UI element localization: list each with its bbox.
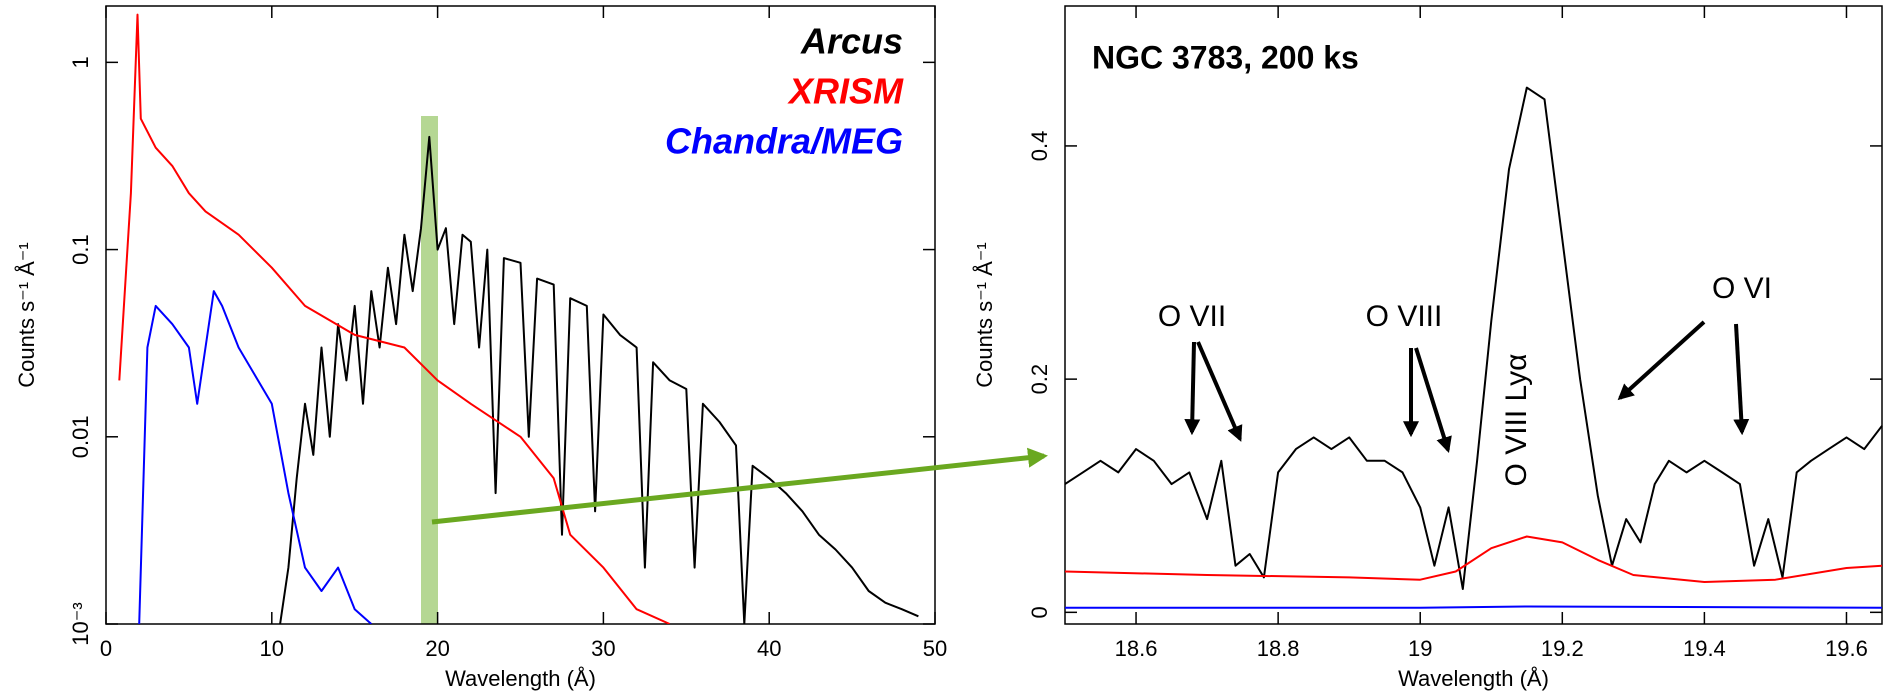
y-tick-label: 0: [1027, 606, 1052, 618]
spectrum-line: [1065, 535, 1883, 583]
spectrum-line: [279, 135, 919, 624]
x-tick-label: 19.6: [1825, 636, 1868, 661]
y-axis-label: Counts s⁻¹ Å⁻¹: [972, 242, 997, 387]
plot-area: [1065, 86, 1883, 609]
x-tick-label: 40: [757, 636, 781, 661]
line-arrows: [1184, 320, 1750, 454]
plot-frame: [1064, 5, 1883, 625]
legend-entry: Arcus: [800, 21, 903, 62]
arrow: [1414, 347, 1452, 454]
y-tick-label: 1: [68, 56, 93, 68]
zoom-arrow: [431, 447, 1048, 525]
spectrum-line: [1065, 86, 1883, 590]
x-tick-label: 18.6: [1115, 636, 1158, 661]
arrow: [1617, 320, 1706, 401]
x-tick-label: 18.8: [1257, 636, 1300, 661]
arrow: [1196, 341, 1243, 442]
overview-panel: 0 10 20 30 40 50 10⁻³ 0.01 0.1 1 Wavelength (Å) Cou…: [14, 5, 947, 691]
annotation: O VI: [1712, 272, 1772, 305]
x-tick-label: 19.2: [1541, 636, 1584, 661]
x-tick-label: 30: [591, 636, 615, 661]
y-tick-label: 0.1: [68, 234, 93, 265]
spectrum-line: [1065, 605, 1883, 609]
zoom-panel: 18.6 18.8 19 19.2 19.4 19.6 0 0.2 0.4 Wavelength …: [972, 5, 1883, 691]
arrow: [1184, 341, 1201, 436]
annotation: O VII: [1158, 300, 1226, 333]
y-tick-label: 10⁻³: [68, 602, 93, 645]
plot-frame: [105, 5, 936, 625]
annotation: O VIII: [1366, 300, 1443, 333]
legend-entry: Chandra/MEG: [665, 121, 903, 162]
chart-title: NGC 3783, 200 ks: [1092, 39, 1359, 75]
annotation: O VIII Lyα: [1500, 354, 1533, 487]
x-tick-label: 10: [260, 636, 284, 661]
y-tick-label: 0.4: [1027, 131, 1052, 162]
legend-entry: XRISM: [787, 71, 904, 112]
plot-area: [118, 13, 919, 624]
x-tick-label: 20: [425, 636, 449, 661]
x-tick-label: 50: [923, 636, 947, 661]
spectrum-line: [138, 290, 372, 624]
x-axis-label: Wavelength (Å): [1398, 666, 1549, 691]
x-tick-label: 0: [100, 636, 112, 661]
y-tick-label: 0.2: [1027, 364, 1052, 395]
y-axis-label: Counts s⁻¹ Å⁻¹: [14, 242, 39, 387]
x-tick-label: 19.4: [1683, 636, 1726, 661]
highlight-band: [421, 116, 438, 624]
arrow: [1733, 323, 1750, 436]
spectrum-line: [118, 13, 671, 624]
y-tick-label: 0.01: [68, 415, 93, 458]
x-axis-label: Wavelength (Å): [445, 666, 596, 691]
x-tick-label: 19: [1408, 636, 1432, 661]
